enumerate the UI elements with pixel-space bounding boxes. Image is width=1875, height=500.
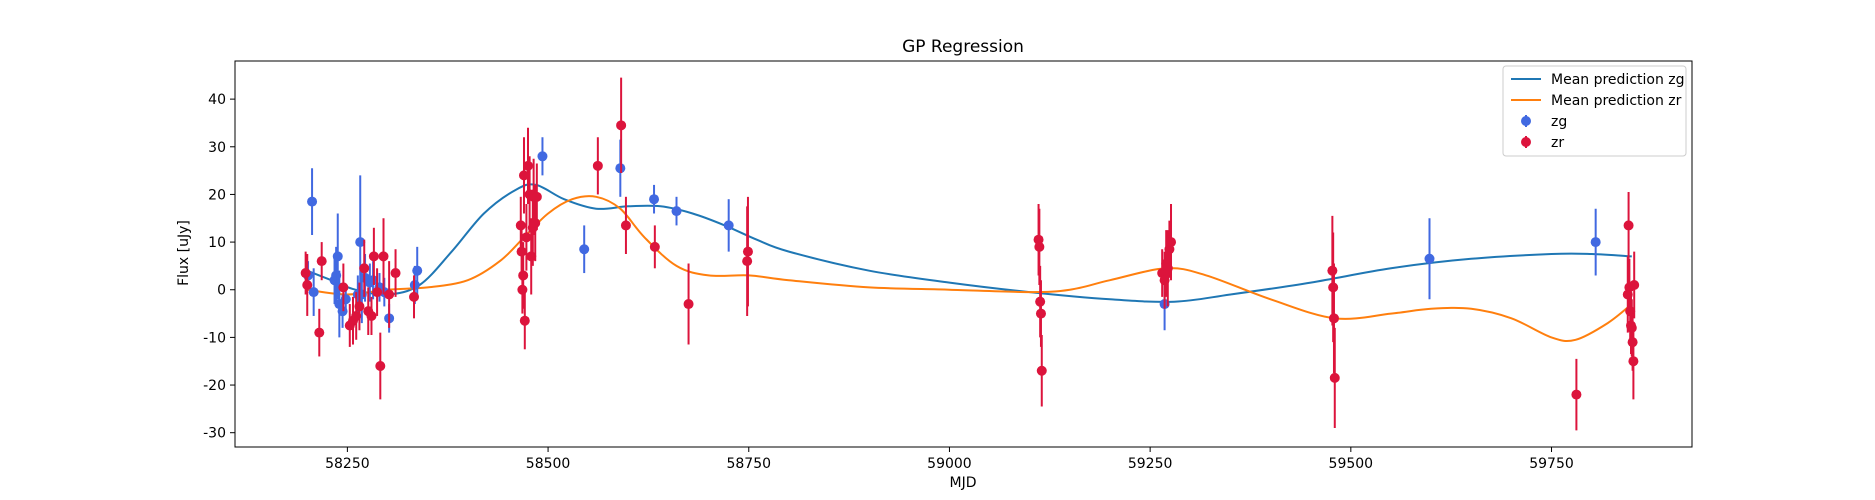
zr-data-point bbox=[1571, 389, 1582, 400]
zr-data-point bbox=[649, 241, 660, 252]
zr-data-point bbox=[366, 310, 377, 321]
zr-data-point bbox=[368, 251, 379, 262]
zg-data-point bbox=[1590, 237, 1601, 248]
zr-data-point bbox=[338, 282, 349, 293]
zr-data-point bbox=[1628, 356, 1639, 367]
zr-data-point bbox=[390, 268, 401, 279]
legend-point-swatch bbox=[1521, 116, 1531, 126]
zr-data-point bbox=[409, 291, 420, 302]
legend-point-swatch bbox=[1521, 137, 1531, 147]
zr-data-point bbox=[1629, 279, 1640, 290]
legend-label: Mean prediction zg bbox=[1551, 72, 1685, 88]
zg-data-point bbox=[340, 294, 351, 305]
x-axis-label: MJD bbox=[950, 475, 977, 491]
zr-data-point bbox=[1623, 220, 1634, 231]
legend: Mean prediction zg Mean prediction zr zg zr bbox=[1502, 65, 1687, 157]
zr-data-point bbox=[519, 315, 530, 326]
zr-data-point bbox=[372, 287, 383, 298]
zr-data-point bbox=[518, 170, 529, 181]
zr-data-point bbox=[316, 256, 327, 267]
zg-data-point bbox=[723, 220, 734, 231]
chart-title: GP Regression bbox=[902, 37, 1024, 57]
zr-data-point bbox=[742, 246, 753, 257]
legend-box bbox=[1502, 65, 1687, 157]
y-axis-label: Flux [uJy] bbox=[176, 220, 192, 286]
x-tick-label: 58750 bbox=[726, 456, 771, 472]
x-tick-label: 59500 bbox=[1329, 456, 1374, 472]
plot-area bbox=[300, 77, 1640, 431]
zr-data-point bbox=[620, 220, 631, 231]
legend-label: zg bbox=[1551, 114, 1567, 130]
zg-data-point bbox=[1424, 253, 1435, 264]
zg-data-point bbox=[412, 265, 423, 276]
data-points-layer bbox=[300, 77, 1640, 431]
zr-data-point bbox=[302, 279, 313, 290]
legend-label: Mean prediction zr bbox=[1551, 93, 1682, 109]
x-tick-label: 59750 bbox=[1529, 456, 1574, 472]
zg-data-point bbox=[649, 194, 660, 205]
y-tick-label: 40 bbox=[208, 92, 226, 108]
zr-data-point bbox=[300, 268, 311, 279]
x-tick-label: 58250 bbox=[325, 456, 370, 472]
zr-data-point bbox=[523, 160, 534, 171]
zr-data-point bbox=[359, 263, 370, 274]
zr-data-point bbox=[354, 301, 365, 312]
x-tick-label: 58500 bbox=[526, 456, 571, 472]
zr-data-point bbox=[1328, 313, 1339, 324]
y-tick-label: 0 bbox=[217, 283, 226, 299]
y-tick-label: 10 bbox=[208, 235, 226, 251]
zg-data-point bbox=[355, 237, 366, 248]
series-zr bbox=[300, 77, 1640, 431]
zg-data-point bbox=[537, 151, 548, 162]
zr-data-point bbox=[616, 120, 627, 131]
zr-data-point bbox=[378, 251, 389, 262]
y-tick-label: -30 bbox=[203, 426, 226, 442]
zr-data-point bbox=[314, 327, 325, 338]
zr-data-point bbox=[592, 160, 603, 171]
zr-data-point bbox=[530, 218, 541, 229]
zr-data-point bbox=[531, 191, 542, 202]
zr-data-point bbox=[516, 246, 527, 257]
x-tick-label: 59250 bbox=[1128, 456, 1173, 472]
x-tick-label: 59000 bbox=[927, 456, 972, 472]
zr-data-point bbox=[518, 270, 529, 281]
zr-data-point bbox=[1035, 308, 1046, 319]
y-tick-label: -20 bbox=[203, 378, 226, 394]
y-tick-label: 30 bbox=[208, 140, 226, 156]
mean-prediction-line-zr bbox=[307, 195, 1633, 343]
zr-data-point bbox=[384, 289, 395, 300]
zg-data-point bbox=[308, 287, 319, 298]
zg-data-point bbox=[307, 196, 318, 207]
zr-data-point bbox=[1036, 365, 1047, 376]
zr-data-point bbox=[1329, 372, 1340, 383]
plot-frame bbox=[234, 60, 1693, 448]
zg-data-point bbox=[579, 244, 590, 255]
zr-data-point bbox=[521, 232, 532, 243]
zr-data-point bbox=[1166, 237, 1177, 248]
axes-layer: 58250 58500 58750 59000 59250 59500 59750 -30 -2… bbox=[203, 92, 1574, 472]
zr-data-point bbox=[375, 360, 386, 371]
zr-data-point bbox=[1034, 241, 1045, 252]
zg-data-point bbox=[671, 206, 682, 217]
legend-label: zr bbox=[1551, 135, 1564, 151]
y-tick-label: -10 bbox=[203, 330, 226, 346]
zr-data-point bbox=[683, 299, 694, 310]
zg-data-point bbox=[332, 251, 343, 262]
y-tick-label: 20 bbox=[208, 187, 226, 203]
